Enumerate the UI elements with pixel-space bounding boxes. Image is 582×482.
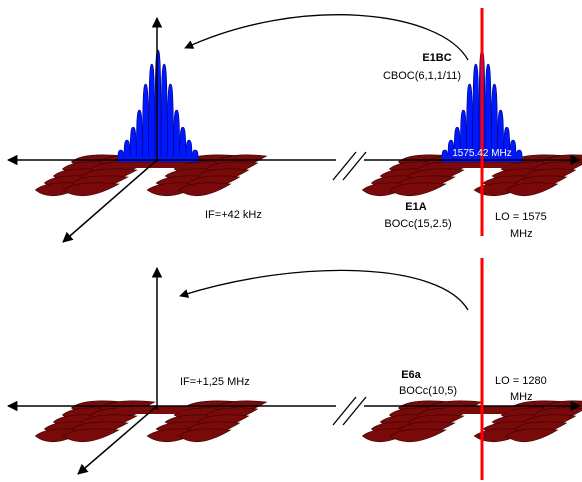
e1bc-baseband-lobe bbox=[154, 49, 162, 163]
e1bc-baseband-lobe bbox=[166, 83, 174, 163]
e1bc-baseband-lobe bbox=[148, 63, 156, 163]
carrier-frequency-label: 1575.42 MHz bbox=[452, 148, 511, 159]
bottom-downconversion-arrow bbox=[179, 269, 469, 311]
top-downconversion-arrow bbox=[184, 14, 469, 61]
e1bc-carrier-lobe bbox=[490, 83, 498, 163]
e1bc-baseband-base bbox=[117, 156, 199, 162]
bottom-right-lobe bbox=[505, 428, 559, 443]
bottom-axis-break-1 bbox=[332, 396, 357, 426]
bottom-depth-axis bbox=[77, 405, 158, 475]
e1a-modulation: BOCc(15,2.5) bbox=[384, 218, 451, 230]
bottom-left-lobes bbox=[34, 400, 268, 443]
e6a-name: E6a bbox=[401, 369, 421, 381]
e1bc-baseband-lobe bbox=[173, 109, 181, 163]
bottom-right-lobe bbox=[389, 428, 447, 443]
bottom-axis-break-2 bbox=[342, 396, 367, 426]
bottom-axis-gap bbox=[336, 398, 364, 414]
e1bc-baseband-lobe bbox=[135, 109, 143, 163]
bottom-lo-label-line2: MHz bbox=[510, 391, 533, 403]
bottom-left-lobe bbox=[62, 428, 120, 443]
bottom-if-label: IF=+1,25 MHz bbox=[180, 376, 250, 388]
top-axis-break-1 bbox=[332, 151, 357, 181]
top-left-lobe bbox=[62, 182, 120, 197]
e6a-modulation: BOCc(10,5) bbox=[399, 385, 457, 397]
e1bc-carrier-lobe bbox=[503, 126, 511, 163]
e1bc-baseband-lobe bbox=[142, 83, 150, 163]
e1a-name: E1A bbox=[405, 201, 426, 213]
top-if-label: IF=+42 kHz bbox=[205, 209, 262, 221]
top-right-lobe bbox=[389, 182, 447, 197]
e1bc-carrier-lobe bbox=[497, 109, 505, 163]
top-lo-label-line1: LO = 1575 bbox=[495, 211, 547, 223]
top-right-lobe bbox=[505, 182, 559, 197]
e1bc-carrier-lobe bbox=[484, 63, 492, 163]
top-lo-label-line2: MHz bbox=[510, 228, 533, 240]
e1bc-name: E1BC bbox=[422, 52, 451, 64]
top-left-lobe bbox=[178, 182, 232, 197]
top-depth-axis bbox=[62, 159, 158, 243]
e1bc-modulation: CBOC(6,1,1/11) bbox=[383, 70, 461, 82]
bottom-right-lobes bbox=[361, 400, 582, 443]
bottom-left-lobe bbox=[178, 428, 232, 443]
e1bc-baseband-lobe bbox=[179, 126, 187, 163]
e1bc-baseband-lobe bbox=[160, 63, 168, 163]
bottom-lo-label-line1: LO = 1280 bbox=[495, 375, 547, 387]
top-axis-break-2 bbox=[342, 151, 367, 181]
e1bc-spectrum-baseband bbox=[117, 49, 199, 163]
